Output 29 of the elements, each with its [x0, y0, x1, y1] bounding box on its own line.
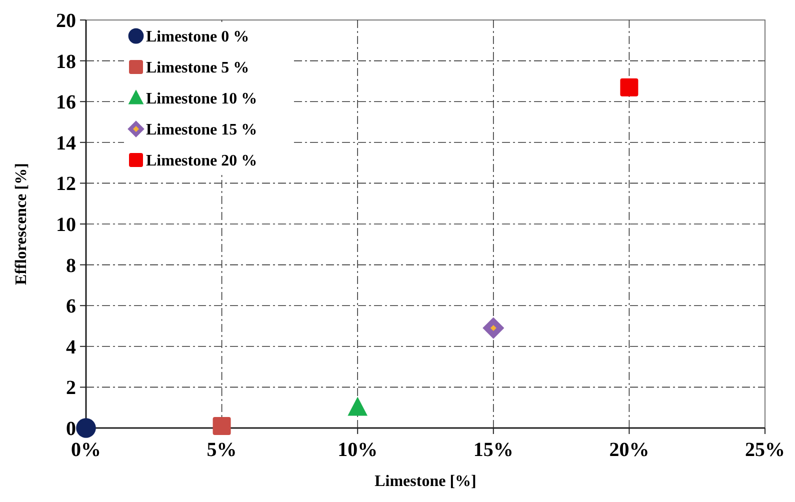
y-tick-label: 4 [66, 336, 76, 358]
y-tick-label: 12 [56, 173, 76, 196]
y-tick-label: 0 [66, 418, 76, 440]
point [348, 396, 368, 416]
legend-label: Limestone 15 % [146, 122, 258, 139]
y-tick-label: 6 [66, 296, 76, 318]
x-tick-label: 20% [609, 439, 650, 461]
point [620, 78, 638, 96]
y-axis-title: Efflorescence [%] [13, 163, 30, 285]
legend-label: Limestone 5 % [146, 60, 250, 77]
x-tick-label: 10% [338, 439, 378, 461]
legend-label: Limestone 0 % [146, 28, 250, 46]
y-tick-label: 2 [66, 377, 76, 400]
legend-label: Limestone 20 % [146, 152, 258, 170]
x-tick-label: 0% [71, 439, 101, 461]
y-tick-label: 20 [56, 10, 76, 32]
y-tick-label: 16 [56, 92, 76, 114]
x-tick-label: 5% [206, 439, 237, 461]
x-tick-label: 15% [473, 439, 514, 461]
legend-label: Limestone 10 % [146, 90, 258, 108]
y-tick-label: 18 [56, 50, 76, 73]
x-axis-title: Limestone [%] [374, 473, 476, 490]
y-tick-label: 10 [56, 214, 76, 236]
point [76, 418, 96, 438]
point [482, 317, 504, 339]
x-tick-label: 25% [745, 439, 785, 461]
point [212, 416, 231, 435]
y-tick-label: 14 [56, 132, 76, 154]
y-tick-label: 8 [66, 254, 76, 277]
